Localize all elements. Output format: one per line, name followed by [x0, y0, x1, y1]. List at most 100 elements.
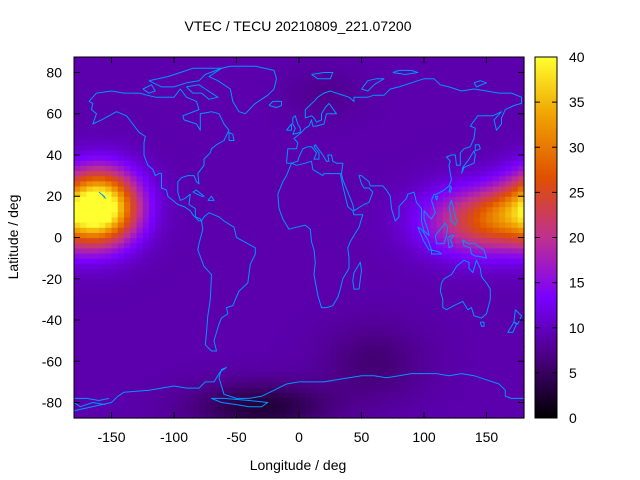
heatmap-cell	[424, 93, 431, 99]
heatmap-cell	[155, 242, 163, 249]
heatmap-cell	[355, 356, 363, 362]
heatmap-cell	[80, 335, 88, 342]
heatmap-cell	[99, 278, 106, 285]
heatmap-cell	[317, 268, 325, 275]
heatmap-cell	[124, 340, 131, 347]
heatmap-cell	[280, 206, 288, 213]
heatmap-cell	[130, 242, 138, 249]
heatmap-cell	[405, 216, 413, 223]
heatmap-cell	[236, 289, 244, 295]
heatmap-cell	[280, 330, 288, 337]
heatmap-cell	[486, 278, 494, 285]
heatmap-cell	[392, 237, 400, 244]
heatmap-cell	[286, 227, 294, 233]
heatmap-cell	[299, 232, 306, 239]
heatmap-cell	[455, 124, 463, 130]
heatmap-cell	[517, 320, 525, 326]
heatmap-cell	[92, 134, 100, 141]
heatmap-cell	[461, 407, 469, 414]
heatmap-cell	[324, 93, 331, 99]
heatmap-cell	[499, 278, 506, 285]
heatmap-cell	[155, 345, 163, 352]
heatmap-cell	[255, 392, 263, 398]
heatmap-cell	[486, 180, 494, 187]
heatmap-cell	[392, 232, 400, 239]
heatmap-cell	[499, 407, 506, 414]
heatmap-cell	[230, 309, 238, 316]
heatmap-cell	[336, 407, 344, 414]
heatmap-cell	[349, 67, 356, 74]
heatmap-cell	[211, 62, 219, 68]
heatmap-cell	[442, 57, 450, 63]
heatmap-cell	[480, 62, 488, 68]
heatmap-cell	[405, 160, 413, 166]
heatmap-cell	[424, 185, 431, 192]
heatmap-cell	[86, 149, 94, 156]
heatmap-cell	[449, 160, 456, 166]
heatmap-cell	[255, 62, 263, 68]
heatmap-cell	[192, 62, 200, 68]
heatmap-cell	[274, 304, 281, 311]
heatmap-cell	[505, 325, 513, 331]
heatmap-cell	[424, 154, 431, 161]
heatmap-cell	[130, 397, 138, 404]
heatmap-cell	[167, 320, 175, 326]
heatmap-cell	[261, 356, 269, 362]
heatmap-cell	[486, 304, 494, 311]
heatmap-cell	[180, 154, 188, 161]
heatmap-cell	[386, 129, 394, 135]
heatmap-cell	[392, 350, 400, 357]
heatmap-cell	[99, 185, 106, 192]
heatmap-cell	[80, 330, 88, 337]
heatmap-cell	[105, 82, 113, 89]
heatmap-cell	[74, 232, 81, 239]
heatmap-cell	[217, 371, 225, 378]
heatmap-cell	[492, 381, 500, 388]
heatmap-cell	[367, 252, 375, 259]
heatmap-cell	[242, 345, 250, 352]
heatmap-cell	[180, 103, 188, 110]
heatmap-cell	[511, 87, 519, 94]
heatmap-cell	[136, 268, 144, 275]
heatmap-cell	[236, 124, 244, 130]
heatmap-cell	[280, 304, 288, 311]
heatmap-cell	[280, 350, 288, 357]
heatmap-cell	[342, 180, 350, 187]
heatmap-cell	[311, 361, 319, 368]
heatmap-cell	[211, 263, 219, 270]
heatmap-cell	[474, 412, 481, 419]
heatmap-cell	[211, 247, 219, 254]
heatmap-cell	[399, 376, 406, 383]
heatmap-cell	[492, 247, 500, 254]
heatmap-cell	[355, 206, 363, 213]
heatmap-cell	[180, 366, 188, 373]
heatmap-cell	[99, 211, 106, 218]
heatmap-cell	[399, 139, 406, 146]
heatmap-cell	[330, 82, 338, 89]
heatmap-cell	[124, 361, 131, 368]
heatmap-cell	[286, 222, 294, 228]
heatmap-cell	[324, 237, 331, 244]
heatmap-cell	[149, 299, 156, 306]
heatmap-cell	[355, 237, 363, 244]
heatmap-cell	[442, 165, 450, 172]
heatmap-cell	[205, 72, 213, 79]
heatmap-cell	[399, 345, 406, 352]
heatmap-cell	[511, 340, 519, 347]
heatmap-cell	[205, 314, 213, 321]
heatmap-cell	[305, 82, 313, 89]
heatmap-cell	[317, 103, 325, 110]
heatmap-cell	[349, 263, 356, 270]
heatmap-cell	[130, 392, 138, 398]
heatmap-cell	[336, 309, 344, 316]
heatmap-cell	[461, 273, 469, 280]
heatmap-cell	[405, 294, 413, 300]
heatmap-cell	[142, 325, 150, 331]
heatmap-cell	[205, 216, 213, 223]
heatmap-cell	[174, 222, 181, 228]
heatmap-cell	[499, 134, 506, 141]
heatmap-cell	[86, 350, 94, 357]
heatmap-cell	[224, 144, 231, 151]
heatmap-cell	[286, 98, 294, 105]
heatmap-cell	[461, 350, 469, 357]
